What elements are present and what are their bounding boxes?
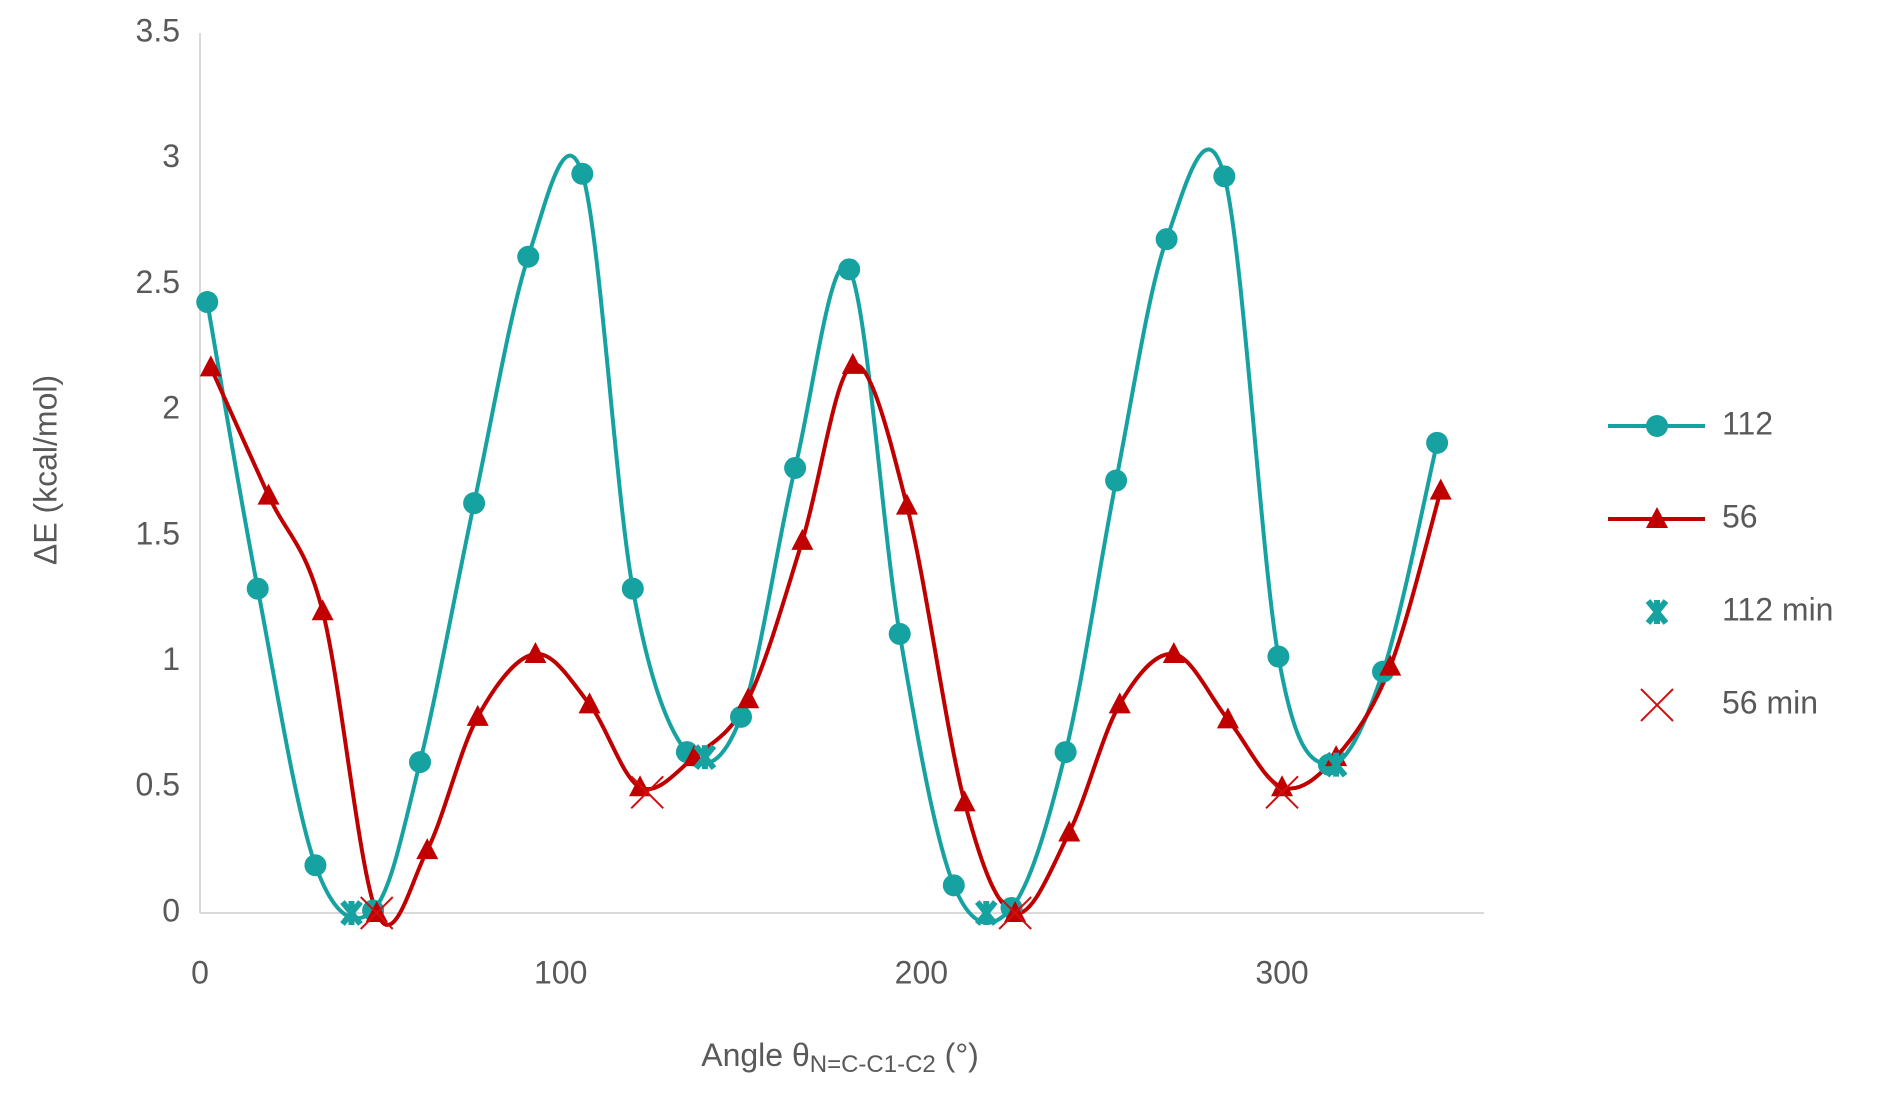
data-point (340, 900, 363, 926)
data-point (1429, 478, 1452, 500)
data-point (365, 901, 388, 922)
data-point (1155, 228, 1178, 251)
data-point (199, 355, 222, 377)
data-point (311, 599, 334, 621)
data-point (246, 577, 269, 600)
y-tick-label: 3.5 (136, 12, 180, 48)
data-point (1108, 692, 1131, 714)
data-point (942, 874, 965, 897)
data-point (730, 705, 753, 728)
data-point (524, 642, 547, 664)
data-point (1105, 469, 1128, 492)
data-point (953, 790, 976, 812)
data-point (304, 854, 327, 877)
legend-marker (1646, 507, 1668, 528)
series-line (205, 147, 1440, 925)
data-point (784, 456, 807, 479)
data-point (1379, 654, 1402, 676)
legend-label: 112 min (1722, 591, 1833, 627)
data-point (1267, 645, 1290, 668)
data-point (630, 775, 664, 810)
x-tick-label: 100 (534, 954, 587, 990)
y-tick-label: 3 (162, 138, 180, 174)
data-point (895, 493, 918, 515)
data-point (693, 744, 717, 771)
data-point (416, 838, 439, 860)
data-point (1058, 820, 1081, 842)
data-point (409, 751, 432, 774)
x-tick-label: 200 (895, 954, 948, 990)
legend-marker (1640, 688, 1674, 722)
data-point (888, 622, 911, 645)
legend-label: 112 (1722, 405, 1773, 441)
legend-label: 56 min (1722, 684, 1818, 720)
data-point (737, 687, 760, 709)
legend-marker (1646, 415, 1668, 437)
data-point (1426, 431, 1449, 454)
data-point (791, 528, 814, 550)
data-point (1213, 165, 1236, 188)
data-point (196, 291, 219, 314)
y-axis-title: ΔE (kcal/mol) (27, 375, 63, 565)
y-tick-label: 2 (162, 390, 180, 426)
legend-label: 56 (1722, 498, 1758, 534)
data-point (1162, 642, 1185, 664)
x-tick-label: 0 (191, 954, 209, 990)
y-tick-label: 0.5 (136, 767, 180, 803)
data-point (463, 492, 486, 515)
data-point (578, 692, 601, 714)
data-point (838, 258, 861, 281)
y-tick-label: 0 (162, 892, 180, 928)
data-point (517, 245, 540, 268)
data-point (998, 896, 1032, 930)
data-point (1216, 707, 1239, 729)
y-tick-label: 1.5 (136, 515, 180, 551)
legend-marker (1645, 599, 1669, 625)
x-axis-title-main: Angle θ (701, 1037, 810, 1073)
data-point (1324, 751, 1348, 778)
y-tick-label: 1 (162, 641, 180, 677)
x-tick-label: 300 (1255, 954, 1308, 990)
data-point (1004, 901, 1027, 922)
data-point (1271, 775, 1294, 797)
data-point (571, 162, 594, 185)
data-point (841, 352, 864, 374)
data-point (1265, 775, 1299, 810)
x-axis-title-end: (°) (936, 1037, 979, 1073)
y-tick-label: 2.5 (136, 264, 180, 300)
data-point (1054, 741, 1077, 764)
data-point (257, 483, 280, 505)
data-point (621, 577, 644, 600)
data-point (360, 896, 394, 930)
data-point (466, 704, 489, 726)
x-axis-title-sub: N=C-C1-C2 (810, 1051, 936, 1078)
data-point (974, 900, 998, 926)
x-axis-title: Angle θN=C-C1-C2 (°) (701, 1037, 979, 1078)
